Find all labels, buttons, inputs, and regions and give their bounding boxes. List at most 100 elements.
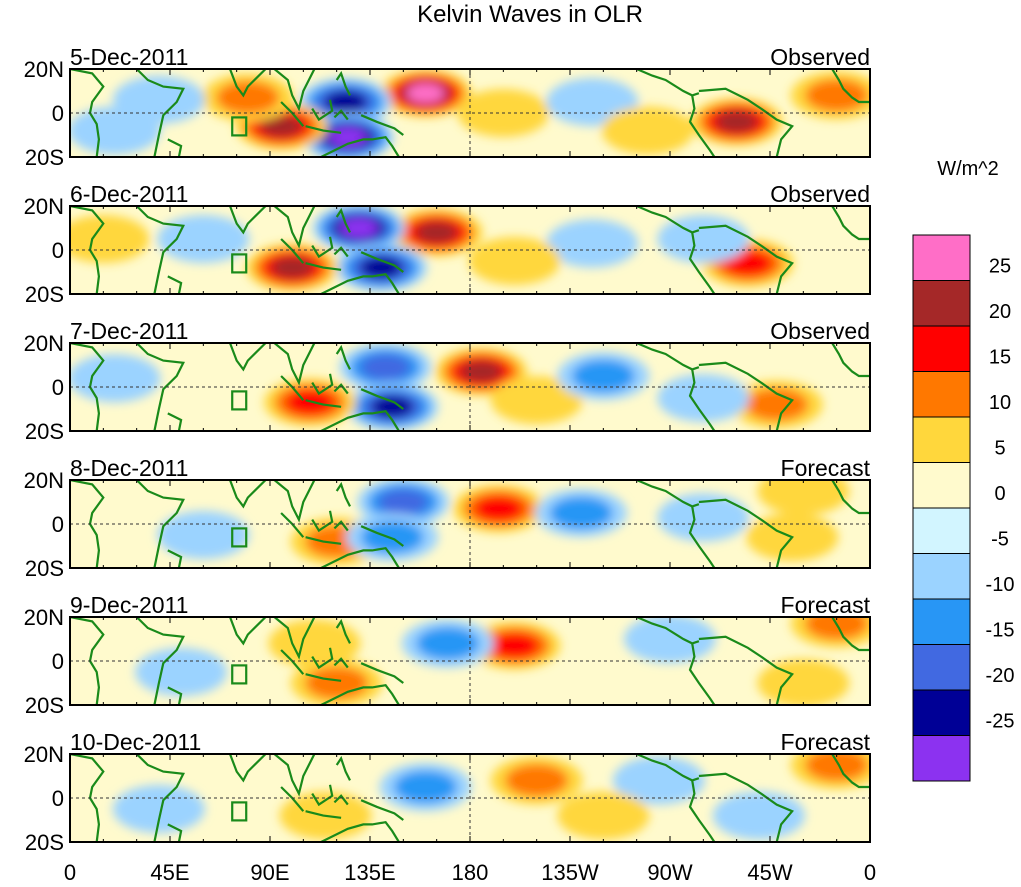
x-tick-label: 180 bbox=[452, 860, 489, 885]
anomaly-contour bbox=[657, 493, 750, 542]
coastline bbox=[167, 412, 183, 431]
anomaly-contour bbox=[549, 496, 613, 530]
coastline bbox=[831, 69, 870, 104]
coastline bbox=[636, 617, 700, 645]
coastline bbox=[167, 275, 183, 294]
y-tick-label: 20N bbox=[24, 331, 64, 356]
anomaly-contour bbox=[490, 376, 583, 425]
anomaly-contour bbox=[324, 91, 367, 113]
y-tick-label: 20S bbox=[25, 419, 64, 444]
anomaly-contour bbox=[601, 106, 694, 155]
anomaly-contour bbox=[359, 256, 403, 279]
x-tick-label: 0 bbox=[64, 860, 76, 885]
colorbar-swatch bbox=[912, 371, 971, 418]
coastline bbox=[135, 617, 185, 705]
coastline bbox=[320, 821, 400, 842]
region-box bbox=[231, 527, 248, 548]
colorbar-swatch bbox=[912, 234, 971, 281]
anomaly-contour bbox=[259, 115, 303, 138]
y-tick-label: 20S bbox=[25, 556, 64, 581]
coastline bbox=[636, 69, 700, 97]
coastline bbox=[698, 772, 794, 842]
anomaly-contour bbox=[657, 374, 750, 422]
colorbar-units: W/m^2 bbox=[937, 158, 999, 180]
coastline bbox=[831, 754, 870, 789]
x-tick-label: 135W bbox=[541, 860, 599, 885]
coastline bbox=[273, 69, 316, 112]
anomaly-contour bbox=[371, 395, 414, 418]
anomaly-contour bbox=[216, 81, 280, 114]
x-tick-label: 0 bbox=[864, 860, 876, 885]
coastline bbox=[688, 506, 716, 568]
anomaly-contour bbox=[70, 354, 161, 403]
region-box bbox=[231, 801, 248, 822]
coastline bbox=[333, 520, 349, 532]
anomaly-contour bbox=[805, 79, 869, 112]
coastline bbox=[688, 369, 716, 431]
coastline bbox=[320, 547, 400, 568]
anomaly-contour bbox=[271, 256, 314, 279]
coastline bbox=[273, 343, 316, 386]
y-tick-label: 20N bbox=[24, 57, 64, 82]
anomaly-contour bbox=[757, 480, 850, 515]
y-tick-label: 20N bbox=[24, 194, 64, 219]
coastline bbox=[636, 480, 700, 508]
panel-status: Observed bbox=[770, 44, 870, 70]
y-tick-label: 0 bbox=[52, 238, 64, 263]
coastline bbox=[135, 754, 185, 842]
colorbar-swatch bbox=[912, 689, 971, 736]
coastline bbox=[360, 799, 404, 821]
colorbar-label: 15 bbox=[989, 347, 1011, 369]
coastline bbox=[636, 754, 700, 782]
panel-date: 5-Dec-2011 bbox=[70, 44, 188, 70]
coastline bbox=[228, 206, 267, 235]
panel-date: 9-Dec-2011 bbox=[70, 592, 188, 618]
coastline bbox=[70, 206, 105, 294]
anomaly-contour bbox=[505, 764, 569, 797]
colorbar-swatch bbox=[912, 325, 971, 372]
coastline bbox=[335, 618, 351, 644]
panel-6: 20N 0 20S 10-Dec-2011 Forecast bbox=[24, 729, 871, 855]
panel-3: 20N 0 20S 7-Dec-2011 Observed bbox=[24, 318, 871, 444]
colorbar-label: 20 bbox=[989, 301, 1011, 323]
coastline bbox=[305, 810, 342, 819]
anomaly-contour bbox=[712, 791, 805, 840]
coastline bbox=[305, 673, 342, 682]
anomaly-contour bbox=[157, 215, 250, 263]
colorbar-label: -15 bbox=[986, 620, 1015, 642]
coastline bbox=[698, 635, 794, 705]
coastline bbox=[333, 657, 349, 669]
anomaly-contour bbox=[745, 388, 809, 421]
coastline bbox=[333, 383, 349, 395]
y-tick-label: 20S bbox=[25, 282, 64, 307]
colorbar-swatch bbox=[912, 644, 971, 691]
coastline bbox=[228, 480, 267, 509]
colorbar-label: 5 bbox=[994, 438, 1005, 460]
coastline bbox=[167, 823, 183, 842]
field bbox=[70, 206, 870, 294]
coastline bbox=[333, 246, 349, 258]
colorbar-label: -20 bbox=[986, 665, 1015, 687]
panel-2: 20N 0 20S 6-Dec-2011 Observed bbox=[24, 181, 871, 307]
anomaly-contour bbox=[715, 110, 758, 133]
coastline bbox=[273, 754, 316, 797]
coastline bbox=[360, 388, 404, 410]
panel-status: Forecast bbox=[781, 592, 871, 618]
panel-status: Observed bbox=[770, 318, 870, 344]
anomaly-contour bbox=[489, 632, 540, 659]
chart-title: Kelvin Waves in OLR bbox=[417, 1, 643, 28]
colorbar-swatch bbox=[912, 598, 971, 645]
panel-1: 20N 0 20S 5-Dec-2011 Observed bbox=[24, 44, 871, 170]
coastline bbox=[335, 207, 351, 233]
x-axis: 0 45E 90E 135E 180 135W 90W 45W 0 bbox=[64, 860, 876, 885]
colorbar: W/m^2 25 20 15 10 5 0 -5 -10 -15 -20 -25 bbox=[912, 158, 1015, 782]
anomaly-contour bbox=[157, 511, 250, 559]
y-tick-label: 0 bbox=[52, 649, 64, 674]
coastline bbox=[70, 617, 105, 705]
coastline bbox=[636, 343, 700, 371]
coastline bbox=[311, 784, 334, 807]
coastline bbox=[698, 498, 794, 568]
coastline bbox=[135, 480, 185, 568]
x-tick-label: 45E bbox=[150, 860, 189, 885]
